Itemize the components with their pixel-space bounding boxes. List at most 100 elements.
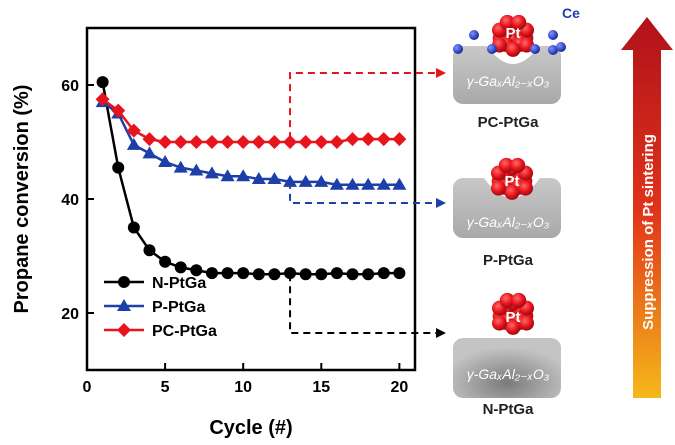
data-point <box>205 267 218 280</box>
schematic-n-ptga: Pt γ-GaₓAl₂₋ₓO₃ N-PtGa <box>453 292 561 418</box>
pt-atom <box>510 157 526 173</box>
data-point <box>236 169 251 182</box>
data-point <box>159 255 172 268</box>
suppression-arrow: Suppression of Pt sintering <box>621 17 673 398</box>
data-point <box>284 267 297 280</box>
data-point <box>142 132 157 147</box>
series-n-ptga <box>96 76 406 281</box>
data-point <box>189 163 204 176</box>
data-point <box>174 261 187 274</box>
legend-label: N-PtGa <box>152 275 206 292</box>
ce-atom <box>548 30 558 40</box>
plot-frame <box>85 26 417 372</box>
schematic-pc-ptga: Pt Ce γ-GaₓAl₂₋ₓO₃ PC-PtGa <box>453 5 580 131</box>
pt-atom <box>505 41 521 57</box>
data-point <box>190 264 203 277</box>
pt-cluster <box>490 157 534 200</box>
data-point <box>329 135 344 149</box>
data-point <box>345 177 360 190</box>
x-tick-label: 5 <box>161 379 170 396</box>
series-p-ptga <box>95 95 407 190</box>
connector-arrowhead <box>436 198 446 208</box>
x-tick-label: 10 <box>234 379 252 396</box>
y-axis-label: Propane conversion (%) <box>11 85 33 314</box>
pt-atom <box>511 292 527 308</box>
data-point <box>118 276 130 288</box>
data-point <box>315 268 328 281</box>
x-tick-label: 0 <box>83 379 92 396</box>
pt-label: Pt <box>505 173 520 190</box>
ce-atoms <box>453 30 566 55</box>
data-point <box>173 135 188 149</box>
support-block <box>453 338 561 398</box>
data-point <box>252 268 265 281</box>
pt-label: Pt <box>506 309 521 326</box>
data-point <box>189 135 204 149</box>
y-tick-label: 40 <box>61 192 79 209</box>
data-point <box>329 177 344 190</box>
data-point <box>283 135 298 149</box>
data-point <box>376 177 391 190</box>
y-tick-label: 60 <box>61 78 79 95</box>
y-tick-label: 20 <box>61 306 79 323</box>
data-point <box>173 160 188 173</box>
data-point <box>330 267 343 280</box>
support-label: γ-GaₓAl₂₋ₓO₃ <box>467 73 550 89</box>
data-point <box>221 267 234 280</box>
arrow-shape <box>621 17 673 398</box>
data-point <box>267 172 282 185</box>
data-point <box>204 135 219 149</box>
data-point <box>251 135 266 149</box>
pt-atom <box>504 184 520 200</box>
data-point <box>283 174 298 187</box>
connector-line <box>289 72 438 140</box>
pt-atom <box>499 292 515 308</box>
schematic-label: PC-PtGa <box>478 114 540 131</box>
data-point <box>236 135 251 149</box>
pt-atom <box>518 180 534 196</box>
data-point <box>361 132 376 147</box>
data-point <box>267 135 282 149</box>
pt-cluster <box>491 292 535 335</box>
data-point <box>158 135 173 149</box>
data-point <box>376 132 391 147</box>
ce-label: Ce <box>562 5 580 21</box>
connector-arrowhead <box>436 328 446 338</box>
support-label: γ-GaₓAl₂₋ₓO₃ <box>467 366 550 382</box>
pt-atom <box>519 315 535 331</box>
pt-label: Pt <box>506 25 521 42</box>
data-point <box>112 161 125 174</box>
legend: N-PtGa P-PtGa PC-PtGa <box>104 275 217 340</box>
data-point <box>127 221 140 234</box>
ce-atom <box>487 44 497 54</box>
legend-label: P-PtGa <box>152 299 205 316</box>
schematic-p-ptga: Pt γ-GaₓAl₂₋ₓO₃ P-PtGa <box>453 157 561 269</box>
data-point <box>220 169 235 182</box>
data-point <box>299 268 312 281</box>
data-point <box>314 135 329 149</box>
pt-atom <box>505 319 521 335</box>
pt-atom <box>490 180 506 196</box>
ce-atom <box>530 44 540 54</box>
data-point <box>268 268 281 281</box>
data-point <box>158 154 173 167</box>
x-axis-label: Cycle (#) <box>209 417 292 439</box>
ce-atom <box>556 42 566 52</box>
ce-atom <box>453 44 463 54</box>
data-point <box>111 103 126 118</box>
data-point <box>392 132 407 147</box>
connector-arrowhead <box>436 68 446 78</box>
data-point <box>117 323 131 337</box>
data-point <box>117 299 131 311</box>
data-point <box>142 146 157 159</box>
data-point <box>377 267 390 280</box>
pt-atom <box>499 14 515 30</box>
data-point <box>393 267 406 280</box>
support-label: γ-GaₓAl₂₋ₓO₃ <box>467 214 550 230</box>
pt-atom <box>498 157 514 173</box>
data-point <box>204 166 219 179</box>
series-layer <box>95 76 407 281</box>
connector-line <box>289 274 438 334</box>
pt-atom <box>491 315 507 331</box>
